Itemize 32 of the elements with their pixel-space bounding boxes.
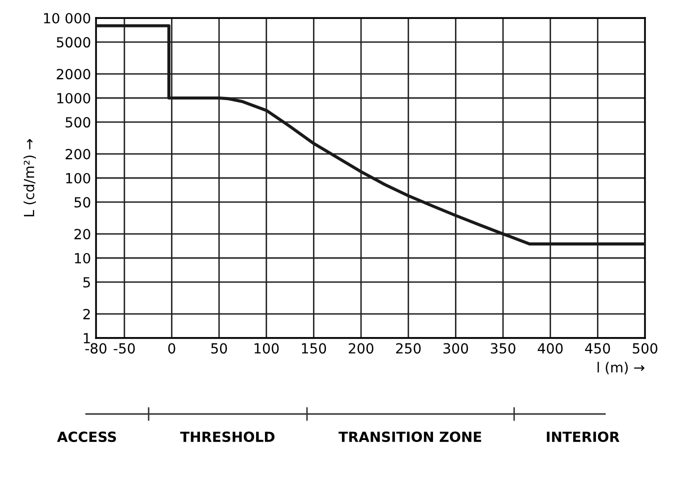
x-tick-label: 200 [348,343,374,354]
x-tick-label: 500 [632,343,658,354]
y-tick-label: 1000 [57,92,90,104]
y-axis-title: L (cd/m²) → [24,139,36,216]
x-tick-label: 0 [168,343,176,354]
y-tick-label: 10 000 [44,12,90,24]
y-tick-label: 500 [66,117,90,128]
x-tick-label: -80 [85,343,106,354]
x-tick-label: 100 [254,343,279,354]
x-tick-label: 50 [211,343,227,354]
y-tick-label: 10 [74,252,90,264]
x-tick-label: 250 [396,343,421,354]
x-tick-label: 150 [302,343,326,354]
x-tick-label: -50 [114,343,135,354]
text: INTERIOR [546,432,620,442]
y-tick-label: 2 [83,308,90,320]
x-tick-label: 450 [585,343,610,354]
y-tick-label: 2000 [56,68,90,80]
y-tick-label: 100 [66,172,90,184]
x-tick-label: 300 [443,343,468,354]
y-tick-label: 200 [66,148,90,160]
y-tick-label: 1 [84,333,90,344]
text: THRESHOLD [180,432,274,442]
x-tick-label: 350 [490,343,516,354]
y-tick-label: 5 [83,277,90,288]
text: TRANSITION ZONE [338,432,482,442]
y-tick-label: 20 [74,228,90,240]
y-tick-label: 50 [74,197,90,208]
x-axis-title: l (m) → [598,362,644,374]
y-tick-label: 5000 [56,37,90,48]
x-tick-label: 400 [538,343,563,354]
text: ACCESS [57,432,116,442]
